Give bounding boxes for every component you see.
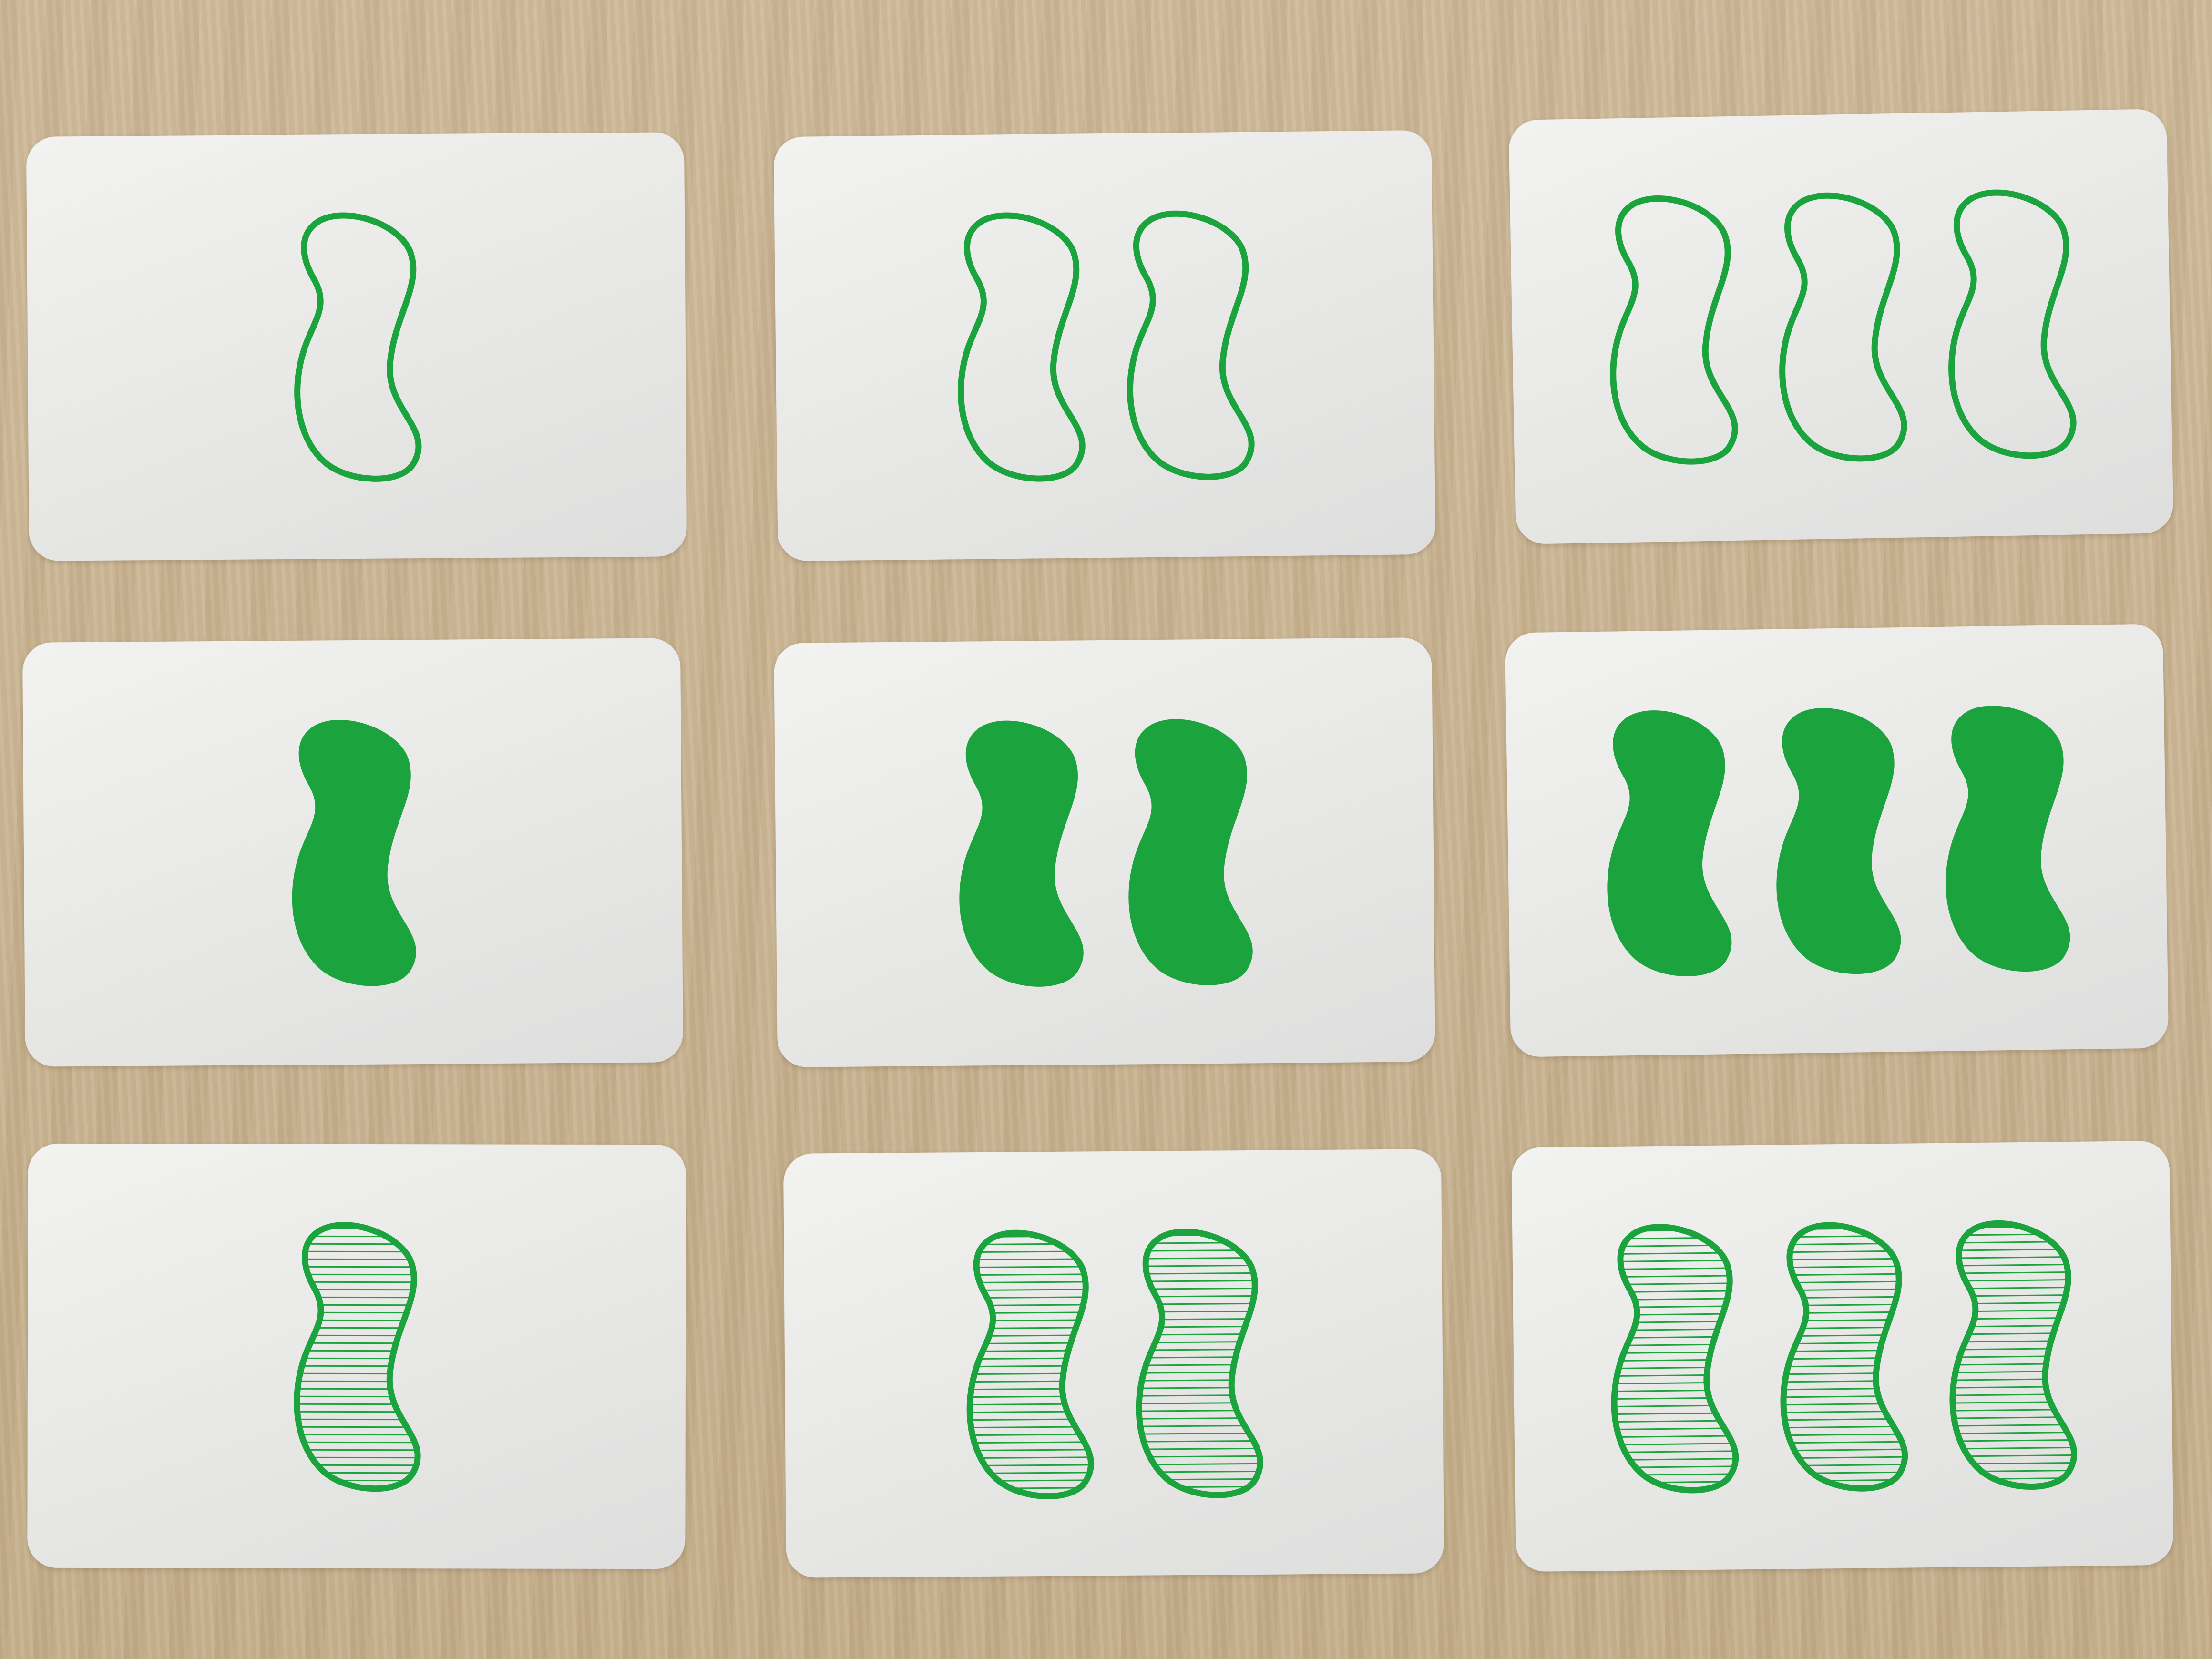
squiggle-striped-symbol [966,1229,1094,1500]
card-two-solid-green-squiggle[interactable] [774,637,1435,1068]
card-three-open-green-squiggle[interactable] [1508,109,2174,544]
squiggle-striped-symbol [1136,1229,1263,1498]
card-two-open-green-squiggle[interactable] [773,130,1436,562]
card-symbols [1607,706,2070,976]
squiggle-solid-symbol [1607,710,1732,976]
card-three-solid-green-squiggle[interactable] [1505,624,2169,1057]
squiggle-open-symbol [958,212,1086,482]
squiggle-striped-symbol [1949,1220,2078,1490]
squiggle-striped-symbol [1611,1224,1739,1494]
card-symbols [1611,1220,2078,1494]
squiggle-open-symbol [1127,210,1255,480]
squiggle-solid-symbol [1776,708,1901,974]
card-symbols [966,1229,1263,1500]
squiggle-solid-symbol [959,720,1084,987]
card-two-striped-green-squiggle[interactable] [783,1149,1444,1578]
squiggle-striped-symbol [294,1222,421,1492]
squiggle-open-symbol [1610,195,1738,465]
squiggle-open-symbol [1948,189,2077,459]
card-symbols [292,720,416,986]
card-one-solid-green-squiggle[interactable] [22,638,684,1067]
card-symbols [1610,189,2077,465]
card-one-open-green-squiggle[interactable] [26,132,687,561]
squiggle-solid-symbol [1946,706,2070,972]
card-symbols [294,1222,421,1492]
card-symbols [958,210,1255,482]
squiggle-solid-symbol [1128,719,1253,985]
card-symbols [959,719,1253,987]
card-one-striped-green-squiggle[interactable] [27,1143,686,1569]
squiggle-open-symbol [294,212,422,482]
squiggle-open-symbol [1779,192,1907,462]
squiggle-striped-symbol [1780,1222,1908,1492]
card-three-striped-green-squiggle[interactable] [1511,1140,2174,1572]
card-symbols [294,212,422,482]
squiggle-solid-symbol [292,720,416,986]
